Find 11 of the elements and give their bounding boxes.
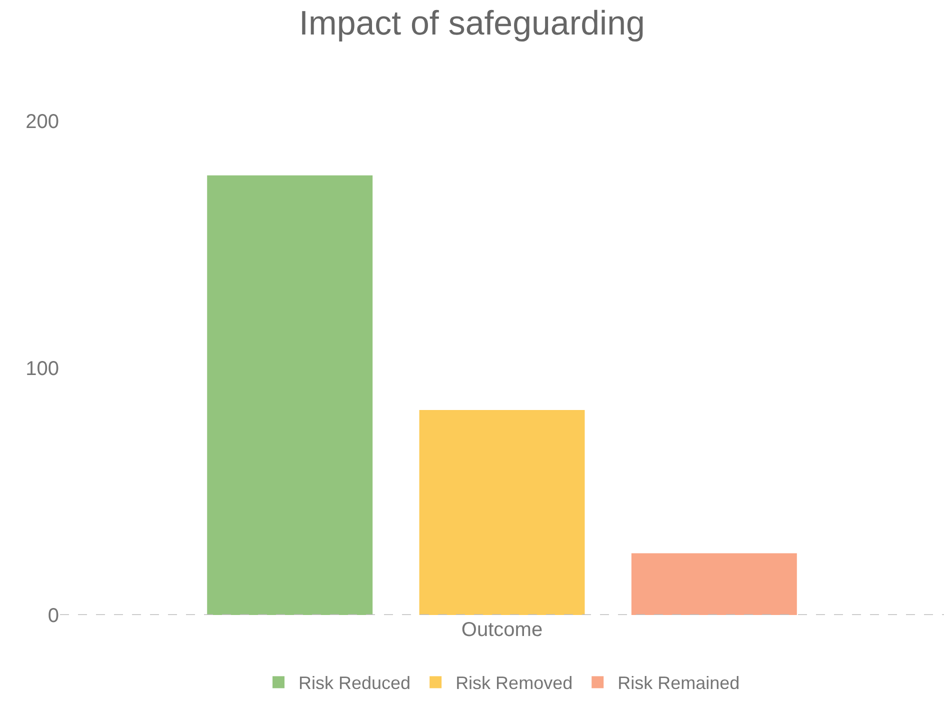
y-tick-label: 0 (48, 605, 59, 627)
y-tick-label: 200 (26, 111, 59, 133)
y-tick-label: 100 (26, 358, 59, 380)
bar (419, 410, 585, 615)
x-tick-label: Outcome (461, 619, 543, 641)
bar (631, 553, 797, 615)
legend-label: Risk Reduced (298, 673, 411, 694)
bar (207, 175, 373, 615)
legend-label: Risk Removed (456, 673, 573, 694)
legend-label: Risk Remained (618, 673, 740, 694)
chart-title: Impact of safeguarding (299, 4, 645, 42)
